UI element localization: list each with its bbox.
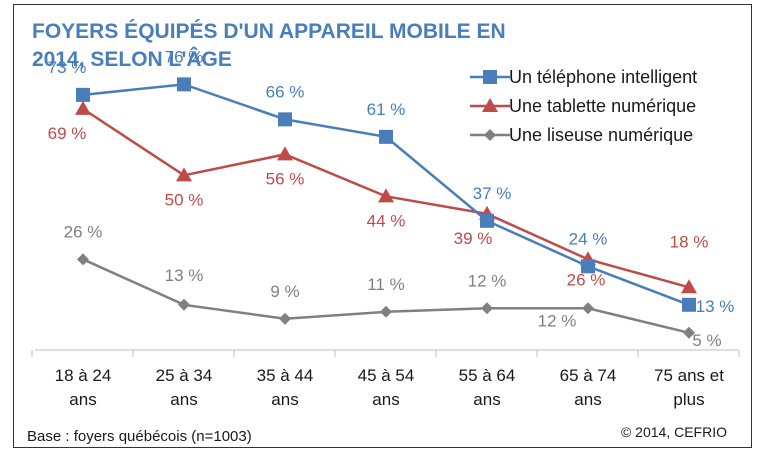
data-point [277, 146, 293, 161]
data-label: 44 % [367, 211, 406, 230]
x-tick-label: 55 à 64 [459, 366, 516, 385]
data-label: 5 % [692, 331, 721, 350]
chart-title: FOYERS ÉQUIPÉS D'UN APPAREIL MOBILE EN 2… [32, 20, 506, 71]
data-point [481, 302, 493, 315]
data-label: 18 % [670, 232, 709, 251]
x-axis-ticks [31, 350, 740, 357]
data-label: 69 % [48, 124, 87, 143]
data-point [178, 298, 190, 311]
data-point [278, 112, 292, 127]
data-point [682, 297, 696, 312]
data-point [379, 129, 393, 144]
x-tick-label: 18 à 24 [55, 366, 112, 385]
series-un-telephone-intelligent: 73 % 76 % 66 % 61 % 37 % 24 % 13 % [48, 47, 735, 315]
data-label: 9 % [270, 282, 299, 301]
data-point [77, 253, 89, 266]
series-une-liseuse-numerique: 26 % 13 % 9 % 11 % 12 % 12 % 5 % [64, 222, 722, 349]
x-tick-label: 35 à 44 [257, 366, 314, 385]
x-tick-label: 65 à 74 [560, 366, 617, 385]
x-axis-labels: 18 à 24 ans 25 à 34 ans 35 à 44 ans 45 à 54 ans… [55, 366, 725, 409]
data-label: 76 % [165, 47, 204, 66]
footnote: Base : foyers québécois (n=1003) [27, 428, 252, 445]
data-label: 56 % [266, 169, 305, 188]
data-point [75, 100, 91, 115]
x-tick-label: plus [673, 390, 704, 409]
legend-marker [482, 98, 498, 112]
data-point [76, 87, 90, 102]
chart-frame [13, 4, 752, 448]
data-point [683, 326, 695, 339]
data-label: 13 % [696, 297, 735, 316]
data-point [177, 77, 191, 92]
x-tick-label: ans [69, 390, 96, 409]
credit: © 2014, CEFRIO [621, 424, 727, 440]
data-label: 12 % [468, 271, 507, 290]
data-point [380, 305, 392, 318]
data-point [681, 279, 697, 294]
data-label: 39 % [454, 229, 493, 248]
data-point [582, 302, 594, 315]
x-tick-label: ans [574, 390, 601, 409]
data-point [378, 188, 394, 203]
data-label: 12 % [538, 311, 577, 330]
data-point [176, 167, 192, 182]
x-tick-label: ans [372, 390, 399, 409]
data-label: 61 % [367, 100, 406, 119]
data-label: 13 % [165, 266, 204, 285]
legend: Un téléphone intelligent Une tablette num… [470, 67, 697, 145]
x-tick-label: ans [473, 390, 500, 409]
chart-title-line-2: 2014, SELON L'ÂGE [32, 47, 232, 71]
data-label: 24 % [569, 229, 608, 248]
data-label: 73 % [48, 58, 87, 77]
data-label: 26 % [64, 222, 103, 241]
legend-label: Une liseuse numérique [509, 125, 693, 145]
data-point [480, 213, 494, 228]
legend-item-une-tablette-numerique: Une tablette numérique [470, 96, 696, 116]
legend-marker [483, 70, 497, 84]
chart-title-line-1: FOYERS ÉQUIPÉS D'UN APPAREIL MOBILE EN [32, 20, 506, 43]
x-tick-label: 75 ans et [654, 366, 724, 385]
legend-label: Une tablette numérique [509, 96, 696, 116]
data-point [581, 259, 595, 274]
x-tick-label: ans [271, 390, 298, 409]
series-layer: 26 % 13 % 9 % 11 % 12 % 12 % 5 % 69 % 50 % 56 % 44… [48, 47, 735, 349]
legend-item-un-telephone-intelligent: Un téléphone intelligent [470, 67, 697, 87]
data-label: 26 % [567, 270, 606, 289]
x-tick-label: ans [170, 390, 197, 409]
x-tick-label: 45 à 54 [358, 366, 415, 385]
data-label: 37 % [473, 184, 512, 203]
legend-marker [484, 129, 496, 141]
data-label: 11 % [367, 275, 405, 294]
data-label: 66 % [266, 82, 305, 101]
data-label: 50 % [165, 190, 204, 209]
legend-label: Un téléphone intelligent [509, 67, 697, 87]
data-point [279, 312, 291, 325]
x-tick-label: 25 à 34 [156, 366, 213, 385]
legend-item-une-liseuse-numerique: Une liseuse numérique [470, 125, 693, 145]
